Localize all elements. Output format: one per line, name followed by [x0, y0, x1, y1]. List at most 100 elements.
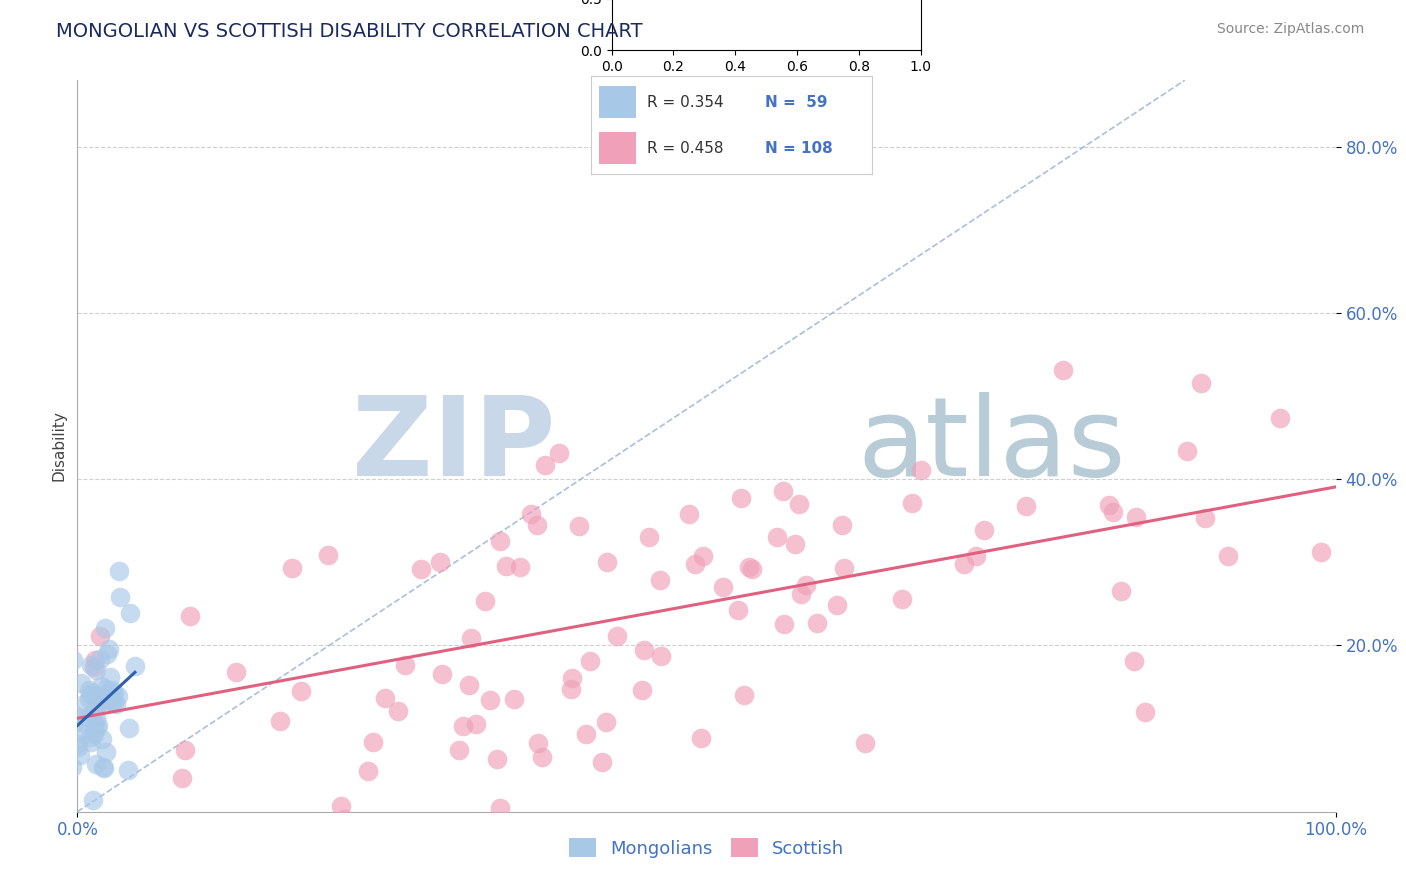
Point [638, 530, 661, 544]
Point [891, 591, 914, 606]
Point [83, 660, 105, 674]
Point [1125, 509, 1147, 524]
Point [82, 793, 104, 807]
Point [80, 686, 103, 700]
Text: atlas: atlas [858, 392, 1126, 500]
Point [72, 726, 94, 740]
Point [67, 740, 90, 755]
Point [69, 748, 91, 763]
Point [509, 559, 531, 574]
Point [429, 555, 451, 569]
Point [98, 642, 121, 657]
Point [62, 717, 84, 731]
Point [832, 561, 855, 575]
Point [464, 717, 486, 731]
Point [478, 693, 501, 707]
Point [70, 676, 93, 690]
Point [101, 694, 124, 708]
Point [62, 653, 84, 667]
Point [387, 704, 409, 718]
Point [290, 684, 312, 698]
Point [650, 573, 672, 587]
Point [1109, 584, 1132, 599]
Point [83, 653, 105, 667]
Point [560, 682, 582, 697]
Point [13, 744, 35, 758]
Point [430, 667, 453, 681]
Point [678, 508, 700, 522]
Point [526, 518, 548, 533]
Point [973, 523, 995, 537]
Point [689, 731, 711, 745]
Point [1194, 510, 1216, 524]
Point [1191, 376, 1213, 390]
Point [89, 651, 111, 665]
Point [568, 518, 591, 533]
Point [79, 829, 101, 843]
Point [692, 549, 714, 564]
Text: N =  59: N = 59 [765, 95, 827, 110]
Point [910, 463, 932, 477]
Point [591, 755, 613, 769]
Point [495, 559, 517, 574]
Point [683, 557, 706, 571]
Point [485, 752, 508, 766]
Point [531, 749, 554, 764]
Text: N = 108: N = 108 [765, 141, 832, 156]
Text: Source: ZipAtlas.com: Source: ZipAtlas.com [1216, 22, 1364, 37]
Point [738, 560, 761, 574]
Point [633, 642, 655, 657]
Point [84, 756, 107, 771]
Point [73, 698, 96, 712]
Point [575, 727, 598, 741]
Point [953, 557, 976, 571]
Point [1097, 498, 1119, 512]
Text: MONGOLIAN VS SCOTTISH DISABILITY CORRELATION CHART: MONGOLIAN VS SCOTTISH DISABILITY CORRELA… [56, 22, 643, 41]
Point [63, 708, 86, 723]
Point [98, 670, 121, 684]
Point [93, 761, 115, 775]
Point [77, 683, 100, 698]
Point [1177, 444, 1199, 458]
Point [76, 710, 98, 724]
Point [489, 801, 512, 815]
Point [374, 691, 396, 706]
Point [117, 764, 139, 778]
Point [79, 731, 101, 745]
Point [80, 658, 103, 673]
Point [534, 458, 557, 472]
Point [1216, 549, 1239, 563]
Y-axis label: Disability: Disability [51, 410, 66, 482]
Point [595, 714, 617, 729]
Point [100, 683, 122, 698]
Bar [599, 132, 636, 164]
Point [107, 689, 129, 703]
Point [94, 687, 117, 701]
Point [83, 704, 105, 718]
Point [83, 718, 105, 732]
Point [103, 686, 125, 700]
Point [853, 736, 876, 750]
Point [527, 735, 550, 749]
Point [1101, 505, 1123, 519]
Point [460, 631, 482, 645]
Legend: Mongolians, Scottish: Mongolians, Scottish [561, 831, 852, 865]
Point [579, 653, 602, 667]
Point [94, 694, 117, 708]
Point [449, 743, 471, 757]
Point [901, 495, 924, 509]
Point [733, 688, 755, 702]
Point [772, 483, 794, 498]
Point [409, 562, 432, 576]
Point [77, 692, 100, 706]
Point [124, 659, 146, 673]
Point [56, 654, 79, 668]
Point [89, 629, 111, 643]
Point [333, 812, 356, 826]
Point [548, 446, 571, 460]
Point [520, 507, 543, 521]
Point [93, 621, 115, 635]
Point [83, 726, 105, 740]
Point [80, 735, 103, 749]
Point [84, 711, 107, 725]
